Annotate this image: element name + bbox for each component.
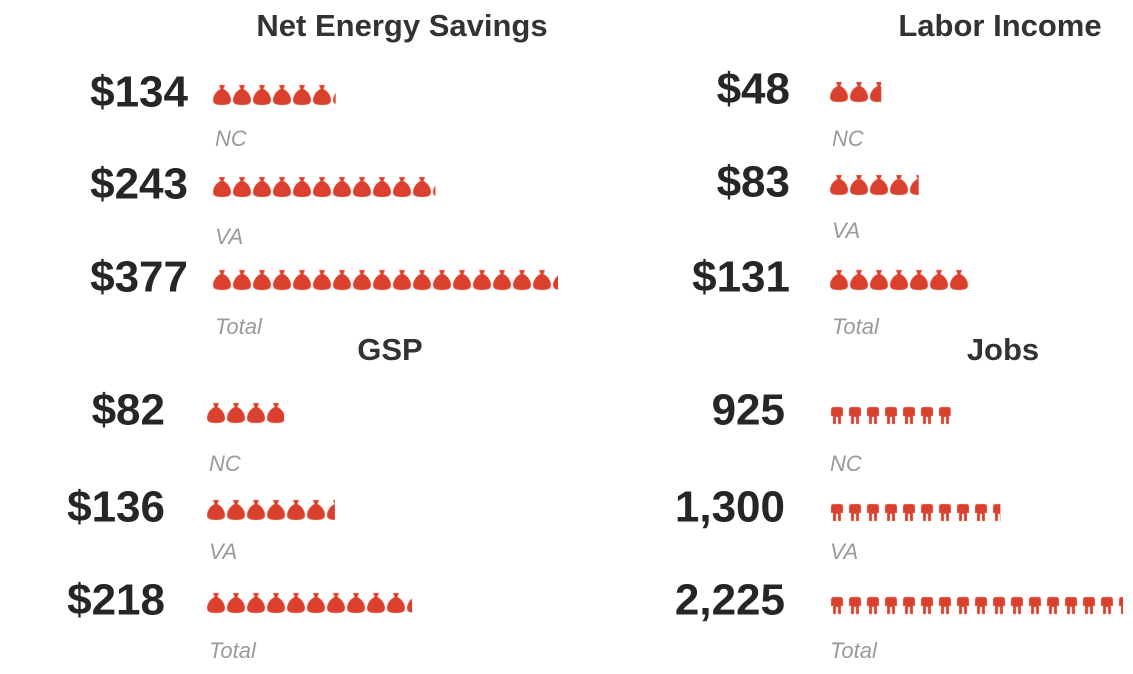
category-label: NC (215, 126, 247, 151)
value-label: $377 (90, 253, 188, 302)
value-label: $131 (692, 253, 790, 302)
icon-row (213, 269, 558, 291)
icon-row (213, 176, 436, 198)
value-label: 925 (712, 386, 785, 435)
value-label: 2,225 (675, 576, 785, 625)
category-label: Total (832, 314, 880, 339)
category-label: VA (215, 224, 243, 249)
icon-row (830, 596, 1123, 615)
category-label: VA (832, 218, 860, 243)
category-label: VA (830, 539, 858, 564)
panel-title: Net Energy Savings (256, 8, 547, 43)
category-label: Total (215, 314, 263, 339)
panel-title: GSP (357, 332, 422, 367)
icon-row (207, 402, 285, 424)
panel-title: Labor Income (898, 8, 1101, 43)
value-label: $134 (90, 68, 188, 117)
category-label: NC (832, 126, 864, 151)
category-label: Total (209, 638, 257, 663)
icon-row (830, 81, 882, 103)
icon-row (207, 592, 412, 614)
category-label: Total (830, 638, 878, 663)
category-label: VA (209, 539, 237, 564)
category-label: NC (209, 451, 241, 476)
value-label: $48 (717, 65, 790, 114)
value-label: $136 (67, 483, 165, 532)
value-label: $82 (92, 386, 165, 435)
value-label: $83 (717, 158, 790, 207)
icon-row (207, 499, 335, 521)
value-label: 1,300 (675, 483, 785, 532)
value-label: $218 (67, 576, 165, 625)
icon-row (213, 84, 336, 106)
icon-row (830, 269, 969, 291)
panel-title: Jobs (967, 332, 1039, 367)
icon-row (830, 174, 919, 196)
category-label: NC (830, 451, 862, 476)
icon-row (830, 406, 951, 425)
icon-row (830, 503, 1001, 522)
value-label: $243 (90, 160, 188, 209)
